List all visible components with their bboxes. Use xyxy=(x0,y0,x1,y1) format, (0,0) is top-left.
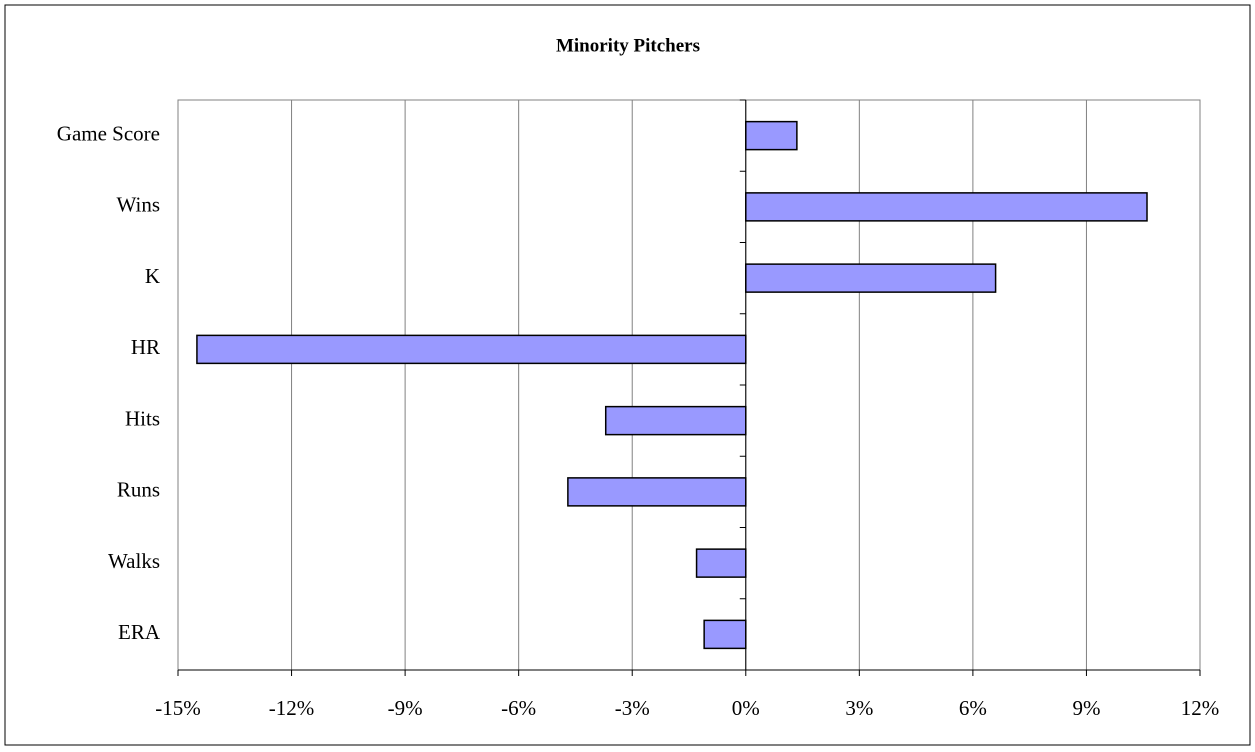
bar xyxy=(745,263,997,293)
bar xyxy=(745,192,1148,222)
x-tick-label: 9% xyxy=(1072,696,1100,720)
chart-border xyxy=(4,4,1251,746)
x-tick-label: -3% xyxy=(615,696,650,720)
x-tick-label: 0% xyxy=(732,696,760,720)
x-tick-label: 6% xyxy=(959,696,987,720)
bar xyxy=(567,477,747,507)
y-tick-label: K xyxy=(145,264,160,288)
y-tick-label: Walks xyxy=(108,549,160,573)
y-tick-label: HR xyxy=(131,335,160,359)
x-tick-label: -9% xyxy=(388,696,423,720)
bar xyxy=(196,334,747,365)
x-tick-label: -6% xyxy=(501,696,536,720)
x-tick-label: -15% xyxy=(155,696,201,720)
bar xyxy=(703,619,747,650)
chart-title: Minority Pitchers xyxy=(556,35,700,56)
x-tick-label: -12% xyxy=(269,696,315,720)
x-tick-label: 12% xyxy=(1181,696,1220,720)
y-tick-label: ERA xyxy=(118,620,161,644)
bar xyxy=(604,405,747,436)
bar xyxy=(695,548,747,578)
bar xyxy=(745,120,798,151)
y-tick-label: Wins xyxy=(117,193,161,217)
y-tick-label: Runs xyxy=(117,478,160,502)
y-tick-label: Game Score xyxy=(57,121,160,145)
x-tick-label: 3% xyxy=(845,696,873,720)
y-tick-label: Hits xyxy=(125,406,160,430)
